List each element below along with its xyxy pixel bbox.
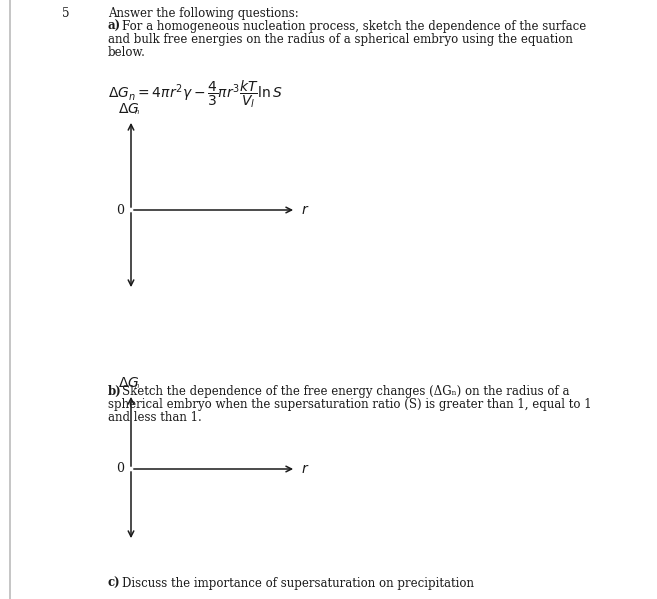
Text: a): a) [108, 20, 121, 33]
Text: $r$: $r$ [301, 203, 309, 217]
Text: below.: below. [108, 46, 146, 59]
Text: $\Delta G_n = 4\pi r^2\gamma - \dfrac{4}{3}\pi r^3 \dfrac{kT}{V_l}\ln S$: $\Delta G_n = 4\pi r^2\gamma - \dfrac{4}… [108, 78, 283, 110]
Text: c): c) [108, 577, 121, 590]
Text: $r$: $r$ [301, 462, 309, 476]
Text: $\Delta G$: $\Delta G$ [118, 376, 139, 390]
Text: $_n$: $_n$ [134, 382, 140, 391]
Text: b): b) [108, 385, 122, 398]
Text: spherical embryo when the supersaturation ratio (S) is greater than 1, equal to : spherical embryo when the supersaturatio… [108, 398, 591, 411]
Text: Answer the following questions:: Answer the following questions: [108, 7, 299, 20]
Text: 0: 0 [116, 462, 124, 476]
Text: $_n$: $_n$ [134, 108, 140, 117]
Text: For a homogeneous nucleation process, sketch the dependence of the surface: For a homogeneous nucleation process, sk… [122, 20, 586, 33]
Text: and bulk free energies on the radius of a spherical embryo using the equation: and bulk free energies on the radius of … [108, 33, 573, 46]
Text: Discuss the importance of supersaturation on precipitation: Discuss the importance of supersaturatio… [122, 577, 474, 590]
Text: and less than 1.: and less than 1. [108, 411, 202, 424]
Text: 0: 0 [116, 204, 124, 216]
Text: Sketch the dependence of the free energy changes (ΔGₙ) on the radius of a: Sketch the dependence of the free energy… [122, 385, 570, 398]
Text: 5: 5 [62, 7, 70, 20]
Text: $\Delta G$: $\Delta G$ [118, 102, 139, 116]
